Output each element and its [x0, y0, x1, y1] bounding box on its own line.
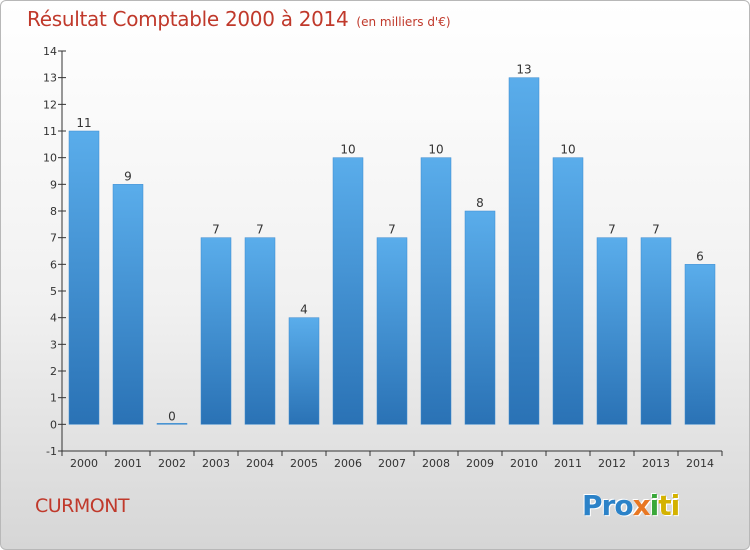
data-label-2011: 10 — [560, 143, 575, 157]
data-label-2010: 13 — [516, 63, 531, 77]
data-label-2003: 7 — [212, 223, 220, 237]
logo-part-1: Pro — [582, 489, 634, 522]
bar-2004 — [244, 237, 276, 425]
bar-2011 — [552, 157, 584, 425]
x-tick-label-2004: 2004 — [246, 457, 274, 470]
x-tick-label-2005: 2005 — [290, 457, 318, 470]
bar-2000 — [68, 130, 100, 425]
y-tick-label: 7 — [50, 232, 57, 245]
data-label-2005: 4 — [300, 303, 308, 317]
y-tick-label: 10 — [43, 152, 57, 165]
x-tick-label-2011: 2011 — [554, 457, 582, 470]
x-tick-label-2009: 2009 — [466, 457, 494, 470]
bar-2002 — [156, 423, 188, 425]
data-label-2009: 8 — [476, 196, 484, 210]
x-tick-label-2007: 2007 — [378, 457, 406, 470]
logo-part-4: ti — [658, 489, 680, 522]
x-tick-label-2000: 2000 — [70, 457, 98, 470]
x-tick-label-2014: 2014 — [686, 457, 714, 470]
x-tick-label-2002: 2002 — [158, 457, 186, 470]
commune-name: CURMONT — [35, 495, 130, 517]
x-tick-label-2013: 2013 — [642, 457, 670, 470]
y-tick-label: 8 — [50, 205, 57, 218]
data-label-2014: 6 — [696, 249, 704, 263]
logo-part-3: i — [649, 489, 660, 522]
data-label-2002: 0 — [168, 409, 176, 423]
bar-2001 — [112, 184, 144, 425]
bar-2009 — [464, 210, 496, 425]
y-tick-label: 11 — [43, 125, 57, 138]
chart-subtitle: (en milliers d'€) — [356, 15, 451, 29]
x-tick-label-2003: 2003 — [202, 457, 230, 470]
data-label-2001: 9 — [124, 169, 132, 183]
y-tick-label: 4 — [50, 312, 57, 325]
data-label-2000: 11 — [76, 116, 91, 130]
bar-2013 — [640, 237, 672, 425]
bars: 11 9 0 7 7 4 10 7 10 8 13 10 7 7 6 — [68, 63, 716, 425]
y-tick-label: 2 — [50, 365, 57, 378]
data-label-2013: 7 — [652, 223, 660, 237]
y-tick-label: 5 — [50, 285, 57, 298]
x-tick-label-2001: 2001 — [114, 457, 142, 470]
x-axis: 2000 2001 2002 2003 2004 2005 2006 2007 2008 2009… — [61, 450, 723, 470]
bar-2012 — [596, 237, 628, 425]
bar-2008 — [420, 157, 452, 425]
y-tick-label: 13 — [43, 72, 57, 85]
bar-2014 — [684, 264, 716, 425]
y-tick-label: 0 — [50, 418, 57, 431]
y-tick-label: 6 — [50, 258, 57, 271]
x-tick-label-2010: 2010 — [510, 457, 538, 470]
logo-part-2: x — [632, 489, 651, 522]
y-tick-label: 9 — [50, 178, 57, 191]
bar-2003 — [200, 237, 232, 425]
y-tick-label: 3 — [50, 338, 57, 351]
x-tick-label-2008: 2008 — [422, 457, 450, 470]
bar-2006 — [332, 157, 364, 425]
bar-2005 — [288, 317, 320, 425]
data-label-2008: 10 — [428, 143, 443, 157]
chart-header: Résultat Comptable 2000 à 2014 (en millie… — [27, 7, 451, 31]
y-tick-label: 14 — [43, 45, 57, 58]
x-tick-label-2006: 2006 — [334, 457, 362, 470]
y-tick-label: 12 — [43, 98, 57, 111]
data-label-2012: 7 — [608, 223, 616, 237]
data-label-2006: 10 — [340, 143, 355, 157]
y-tick-label: -1 — [46, 445, 57, 458]
data-label-2004: 7 — [256, 223, 264, 237]
proxiti-logo: Proxiti — [582, 489, 680, 522]
y-tick-label: 1 — [50, 392, 57, 405]
bar-2007 — [376, 237, 408, 425]
x-tick-label-2012: 2012 — [598, 457, 626, 470]
bar-2010 — [508, 77, 540, 425]
data-label-2007: 7 — [388, 223, 396, 237]
chart-title: Résultat Comptable 2000 à 2014 — [27, 7, 349, 31]
